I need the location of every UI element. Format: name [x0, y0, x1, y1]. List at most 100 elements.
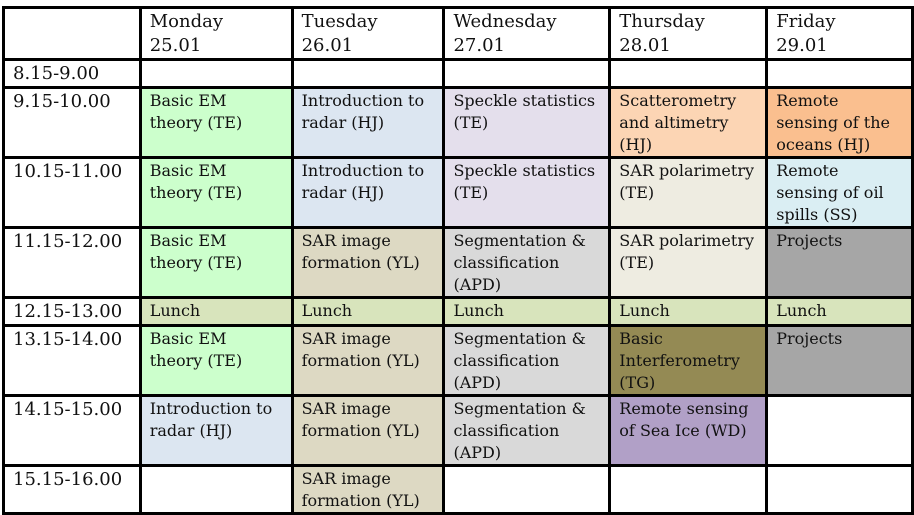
session-label: Segmentation & classification (APD) [453, 231, 586, 294]
time-slot: 12.15-13.00 [2, 296, 142, 327]
day-date: 27.01 [453, 35, 505, 56]
day-header-tuesday: Tuesday 26.01 [290, 6, 446, 61]
session-cell: Basic EM theory (TE) [138, 226, 294, 299]
session-cell: Scatterometry and altimetry (HJ) [608, 86, 769, 159]
day-header-monday: Monday 25.01 [138, 6, 294, 61]
day-header-friday: Friday 29.01 [765, 6, 914, 61]
time-row: 13.15-14.00 Basic EM theory (TE) SAR ima… [2, 324, 914, 397]
time-slot: 10.15-11.00 [2, 156, 142, 229]
session-label: SAR image formation (YL) [301, 329, 420, 370]
session-label: Scatterometry and altimetry (HJ) [619, 91, 737, 154]
session-cell: Remote sensing of the oceans (HJ) [765, 86, 914, 159]
session-cell [765, 464, 914, 515]
time-row: 14.15-15.00 Introduction to radar (HJ) S… [2, 394, 914, 467]
session-label: Lunch [149, 301, 201, 320]
session-label: Basic EM theory (TE) [149, 91, 243, 132]
session-cell: Lunch [290, 296, 446, 327]
session-label: Remote sensing of Sea Ice (WD) [619, 399, 749, 440]
session-label: Basic EM theory (TE) [149, 329, 243, 370]
session-label: SAR image formation (YL) [301, 469, 420, 510]
session-cell [290, 58, 446, 89]
session-cell: Lunch [608, 296, 769, 327]
session-label: Segmentation & classification (APD) [453, 399, 586, 462]
session-cell: SAR image formation (YL) [290, 464, 446, 515]
session-cell: Introduction to radar (HJ) [290, 156, 446, 229]
time-slot: 15.15-16.00 [2, 464, 142, 515]
session-cell: Lunch [442, 296, 612, 327]
corner-cell [2, 6, 142, 61]
session-cell: Remote sensing of oil spills (SS) [765, 156, 914, 229]
session-label: Projects [776, 231, 843, 250]
session-cell: SAR polarimetry (TE) [608, 156, 769, 229]
session-cell: Segmentation & classification (APD) [442, 324, 612, 397]
header-row: Monday 25.01 Tuesday 26.01 Wednesday 27.01… [2, 6, 914, 61]
time-slot: 13.15-14.00 [2, 324, 142, 397]
session-cell [608, 58, 769, 89]
day-name: Tuesday 26.01 [301, 11, 378, 56]
session-cell [608, 464, 769, 515]
session-cell: Basic Interferometry (TG) [608, 324, 769, 397]
session-label: Lunch [776, 301, 827, 320]
time-row: 9.15-10.00 Basic EM theory (TE) Introduc… [2, 86, 914, 159]
session-cell: Remote sensing of Sea Ice (WD) [608, 394, 769, 467]
session-label: Introduction to radar (HJ) [301, 91, 425, 132]
session-label: Introduction to radar (HJ) [149, 399, 273, 440]
session-cell: Speckle statistics (TE) [442, 156, 612, 229]
schedule-table: Monday 25.01 Tuesday 26.01 Wednesday 27.01… [2, 6, 914, 515]
session-label: Basic EM theory (TE) [149, 161, 243, 202]
session-cell [138, 464, 294, 515]
session-cell [442, 464, 612, 515]
day-name: Thursday [619, 11, 705, 32]
session-cell: Introduction to radar (HJ) [138, 394, 294, 467]
session-cell: Projects [765, 226, 914, 299]
session-label: SAR polarimetry (TE) [619, 231, 754, 272]
session-cell: Segmentation & classification (APD) [442, 394, 612, 467]
session-cell: SAR image formation (YL) [290, 226, 446, 299]
session-cell: SAR image formation (YL) [290, 394, 446, 467]
time-row: 15.15-16.00 SAR image formation (YL) [2, 464, 914, 515]
session-cell: Introduction to radar (HJ) [290, 86, 446, 159]
session-cell [442, 58, 612, 89]
day-date: 28.01 [619, 35, 671, 56]
session-cell: SAR image formation (YL) [290, 324, 446, 397]
session-label: Speckle statistics (TE) [453, 161, 596, 202]
session-label: Basic EM theory (TE) [149, 231, 243, 272]
day-date: 29.01 [776, 35, 828, 56]
time-slot: 11.15-12.00 [2, 226, 142, 299]
session-label: Segmentation & classification (APD) [453, 329, 586, 392]
session-label: Lunch [619, 301, 670, 320]
session-label: Remote sensing of oil spills (SS) [776, 161, 884, 224]
session-cell: Lunch [765, 296, 914, 327]
session-label: SAR image formation (YL) [301, 399, 420, 440]
session-cell: Segmentation & classification (APD) [442, 226, 612, 299]
session-cell: SAR polarimetry (TE) [608, 226, 769, 299]
day-name: Friday [776, 11, 836, 32]
session-label: SAR image formation (YL) [301, 231, 420, 272]
day-header-thursday: Thursday 28.01 [608, 6, 769, 61]
session-cell: Speckle statistics (TE) [442, 86, 612, 159]
time-row: 8.15-9.00 [2, 58, 914, 89]
session-cell [765, 58, 914, 89]
time-slot: 8.15-9.00 [2, 58, 142, 89]
session-label: Remote sensing of the oceans (HJ) [776, 91, 891, 154]
day-date: 25.01 [149, 35, 202, 56]
session-label: Lunch [301, 301, 353, 320]
time-row: 12.15-13.00 Lunch Lunch Lunch Lunch Lunc… [2, 296, 914, 327]
session-cell: Basic EM theory (TE) [138, 156, 294, 229]
day-header-wednesday: Wednesday 27.01 [442, 6, 612, 61]
schedule-container: Monday 25.01 Tuesday 26.01 Wednesday 27.01… [2, 6, 914, 515]
time-row: 10.15-11.00 Basic EM theory (TE) Introdu… [2, 156, 914, 229]
session-cell [138, 58, 294, 89]
session-label: SAR polarimetry (TE) [619, 161, 754, 202]
session-label: Lunch [453, 301, 504, 320]
session-label: Introduction to radar (HJ) [301, 161, 425, 202]
session-cell: Projects [765, 324, 914, 397]
session-cell: Basic EM theory (TE) [138, 324, 294, 397]
time-slot: 14.15-15.00 [2, 394, 142, 467]
session-label: Speckle statistics (TE) [453, 91, 596, 132]
session-cell [765, 394, 914, 467]
time-row: 11.15-12.00 Basic EM theory (TE) SAR ima… [2, 226, 914, 299]
day-name: Wednesday [453, 11, 557, 32]
session-cell: Lunch [138, 296, 294, 327]
time-slot: 9.15-10.00 [2, 86, 142, 159]
